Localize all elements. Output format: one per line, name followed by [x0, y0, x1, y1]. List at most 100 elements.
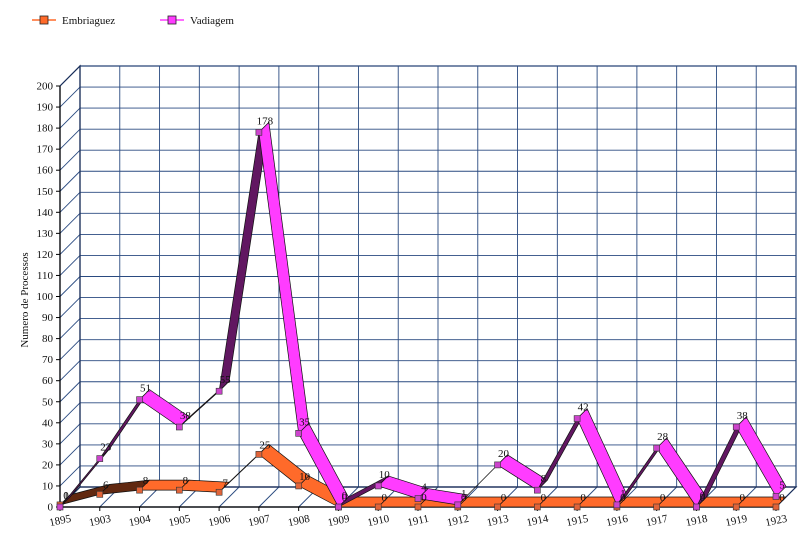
y-tick-label: 180 [37, 123, 54, 135]
embriaguez-data-label: 8 [183, 475, 189, 487]
vadiagem-data-label: 38 [180, 410, 192, 422]
legend-marker [39, 15, 49, 25]
x-tick-label: 1904 [128, 513, 153, 529]
legend-item-embriaguez: Embriaguez [32, 15, 115, 27]
x-tick-label: 1908 [287, 513, 312, 529]
grid-line-side [59, 170, 81, 192]
embriaguez-marker [653, 503, 660, 511]
vadiagem-data-label: 4 [421, 482, 427, 494]
vadiagem-marker [732, 423, 740, 431]
x-tick-label: 1912 [446, 513, 470, 529]
embriaguez-data-label: 0 [700, 492, 706, 504]
legend: Embriaguez Vadiagem [32, 15, 234, 27]
legend-marker [167, 15, 177, 25]
y-tick-label: 170 [37, 144, 54, 156]
embriaguez-data-label: 0 [421, 492, 427, 504]
x-axis: 1895 1903 1904 1905 1906 1907 1908 1909 1910 1911… [48, 506, 789, 529]
legend-item-vadiagem: Vadiagem [160, 15, 234, 27]
y-axis: 0 10 20 30 40 50 60 70 80 90 100 110 120 130 140 150 160… [37, 81, 61, 514]
embriaguez-data-label: 0 [461, 492, 467, 504]
vadiagem-marker [772, 493, 780, 500]
embriaguez-data-label: 0 [620, 492, 626, 504]
vadiagem-marker [335, 503, 342, 511]
x-tick-label: 1914 [526, 513, 551, 529]
vadiagem-data-label: 8 [541, 473, 547, 485]
x-tick-label: 1909 [327, 513, 352, 529]
grid-line-side [59, 297, 81, 318]
grid-line-side [59, 276, 81, 297]
embriaguez-marker [215, 488, 223, 496]
y-tick-label: 130 [37, 228, 54, 240]
x-tick-label: 1917 [645, 513, 670, 529]
x-tick-label: 1915 [565, 513, 590, 529]
vadiagem-marker [534, 486, 541, 494]
legend-label: Embriaguez [62, 15, 115, 27]
embriaguez-marker [772, 503, 780, 511]
vadiagem-data-label: 0 [63, 490, 69, 502]
x-tick-label: 1911 [406, 513, 430, 529]
chart-grid [58, 64, 798, 509]
embriaguez-data-label: 8 [143, 475, 149, 487]
embriaguez-data-label: 0 [580, 492, 586, 504]
grid-line-side [59, 444, 81, 466]
y-tick-label: 110 [37, 270, 54, 282]
vadiagem-marker [613, 501, 621, 509]
embriaguez-data-label: 0 [739, 492, 745, 504]
vadiagem-marker [573, 415, 581, 422]
y-tick-label: 200 [37, 81, 54, 93]
y-tick-label: 120 [37, 249, 54, 261]
vadiagem-marker [215, 387, 223, 395]
vadiagem-marker [693, 503, 700, 511]
embriaguez-marker [732, 503, 740, 511]
vadiagem-data-label: 42 [578, 402, 589, 414]
grid-line-side [59, 149, 81, 171]
y-tick-label: 160 [37, 165, 54, 177]
embriaguez-data-label: 0 [660, 492, 666, 504]
embriaguez-marker [534, 503, 541, 511]
y-tick-label: 80 [42, 333, 54, 345]
vadiagem-data-label: 0 [700, 490, 706, 502]
vadiagem-data-label: 35 [299, 416, 311, 428]
embriaguez-marker [96, 491, 104, 498]
vadiagem-marker [653, 444, 660, 452]
y-tick-label: 10 [42, 480, 54, 492]
y-tick-label: 150 [37, 186, 54, 198]
vadiagem-data-label: 1 [461, 488, 467, 500]
grid-line-side [59, 402, 81, 424]
grid-line-floor [258, 486, 280, 508]
embriaguez-marker [176, 486, 183, 494]
vadiagem-data-label: 38 [737, 410, 749, 422]
vadiagem-data-label: 51 [140, 383, 151, 395]
grid-line-side [59, 255, 81, 276]
vadiagem-marker [414, 495, 422, 502]
y-tick-label: 60 [42, 375, 54, 387]
vadiagem-marker [56, 503, 64, 511]
y-tick-label: 20 [42, 459, 54, 471]
vadiagem-data-label: 0 [342, 490, 348, 502]
embriaguez-marker [295, 482, 302, 490]
vadiagem-marker [136, 396, 143, 403]
y-tick-label: 90 [42, 312, 54, 324]
grid-line-floor [218, 486, 240, 508]
x-tick-label: 1919 [724, 513, 749, 529]
y-tick-label: 0 [48, 502, 54, 514]
x-tick-label: 1913 [486, 513, 511, 529]
y-tick-label: 30 [42, 438, 54, 450]
grid-line-side [59, 128, 81, 150]
vadiagem-marker [295, 430, 302, 437]
embriaguez-marker [374, 503, 382, 511]
vadiagem-data-label: 23 [100, 442, 112, 454]
embriaguez-data-label: 7 [222, 477, 228, 489]
embriaguez-data-label: 0 [501, 492, 507, 504]
grid-line-side [59, 423, 81, 445]
grid-line-side [59, 191, 81, 213]
vadiagem-marker [96, 455, 104, 462]
embriaguez-data-label: 6 [103, 479, 109, 491]
grid-line-side [59, 381, 81, 403]
x-tick-label: 1910 [366, 513, 391, 529]
embriaguez-data-label: 0 [779, 492, 785, 504]
vadiagem-marker [374, 482, 382, 490]
legend-label: Vadiagem [190, 15, 234, 27]
y-tick-label: 50 [42, 396, 54, 408]
